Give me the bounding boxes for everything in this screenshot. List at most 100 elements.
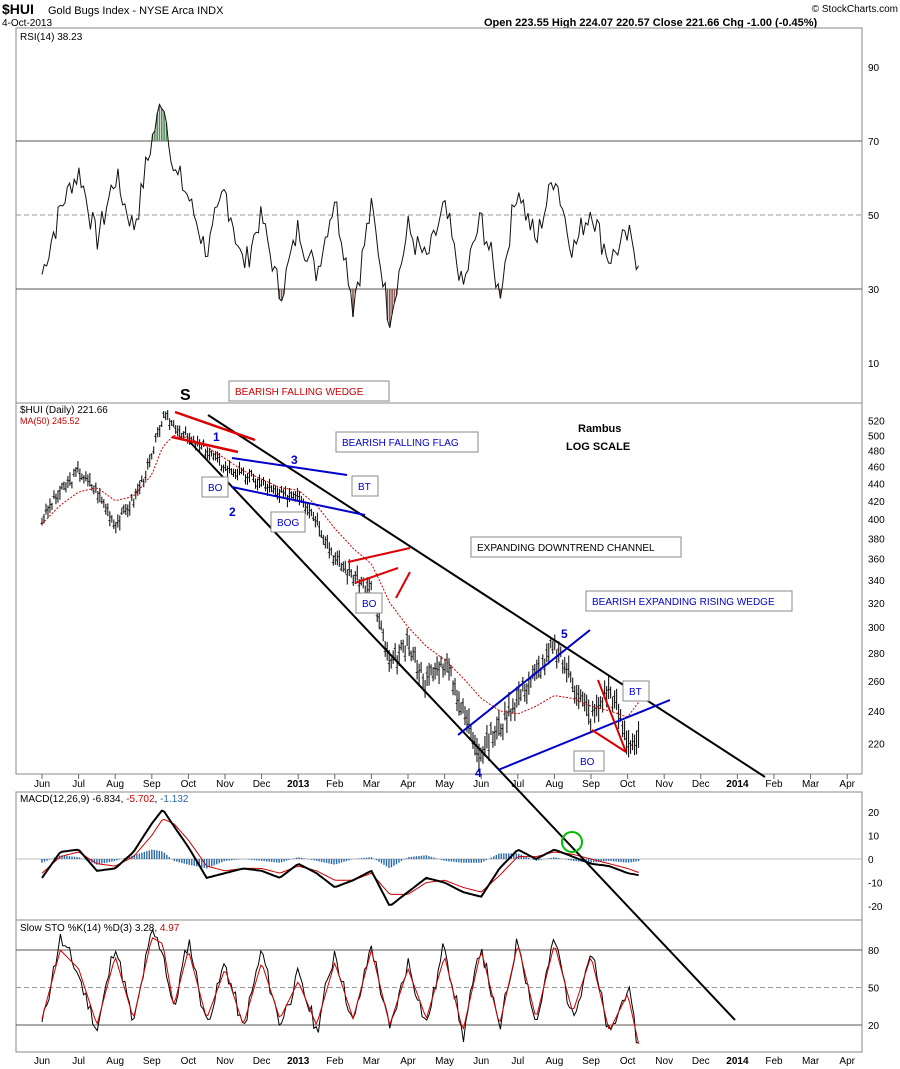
- annotation-bo-1-box: [201, 476, 229, 498]
- month-label: 2013: [287, 779, 310, 790]
- wave-label-2: 2: [229, 505, 236, 519]
- annotation-bt-1: BT: [358, 482, 371, 493]
- month-label: Mar: [802, 1056, 820, 1067]
- wedge-line: [174, 410, 256, 442]
- sto-layer: [16, 928, 862, 1044]
- symbol: $HUI: [2, 1, 34, 17]
- price-tick-label: 320: [868, 599, 885, 610]
- price-tick-label: 360: [868, 555, 885, 566]
- annotation-bt-2: BT: [629, 687, 642, 698]
- rising-wedge-line: [457, 629, 591, 736]
- annotation-bt-1-box: [351, 475, 379, 497]
- wave-label-1: 1: [213, 430, 220, 444]
- annotation-bo-2: BO: [362, 599, 377, 610]
- price-tick-label: 420: [868, 497, 885, 508]
- price-tick-label: 520: [868, 417, 885, 428]
- macd-tick-label: 20: [868, 808, 880, 819]
- annotation-log-scale: LOG SCALE: [566, 441, 630, 453]
- annotation-bog-box: [270, 511, 306, 533]
- month-label: Jul: [72, 1056, 85, 1067]
- macd-tick-label: 0: [868, 855, 874, 866]
- price-panel: [15, 402, 863, 775]
- annotation-falling-wedge-box: [228, 380, 390, 402]
- month-label: 2013: [287, 1056, 310, 1067]
- month-label: Nov: [655, 1056, 673, 1067]
- wave-label-5: 5: [561, 627, 568, 641]
- month-label: Nov: [216, 779, 234, 790]
- month-label: Sep: [143, 779, 161, 790]
- annotation-channel: EXPANDING DOWNTREND CHANNEL: [477, 543, 655, 554]
- flag-line: [231, 457, 348, 476]
- small-flag-line: [395, 571, 411, 599]
- chart-date: 4-Oct-2013: [2, 18, 52, 29]
- annotation-rambus: Rambus: [578, 423, 621, 435]
- price-tick-label: 460: [868, 463, 885, 474]
- annotation-rising-wedge: BEARISH EXPANDING RISING WEDGE: [592, 597, 775, 608]
- rsi-tick-label: 10: [868, 359, 880, 370]
- sto-k-value: 3.28: [135, 923, 155, 934]
- month-label: Sep: [582, 1056, 600, 1067]
- axes-layer: 9070503010520500480460440420400380360340…: [34, 63, 885, 1067]
- sto-d-line: [41, 937, 640, 1044]
- month-label: Dec: [253, 779, 271, 790]
- price-layer: [40, 410, 640, 773]
- rsi-tick-label: 50: [868, 211, 880, 222]
- macd-tick-label: -10: [868, 879, 883, 890]
- wave-label-4: 4: [475, 766, 482, 780]
- sto-tick-label: 50: [868, 984, 880, 995]
- month-label: Jun: [34, 1056, 50, 1067]
- macd-layer: [16, 809, 862, 906]
- price-tick-label: 380: [868, 534, 885, 545]
- rsi-line: [41, 103, 640, 328]
- symbol-name: Gold Bugs Index - NYSE Arca INDX: [48, 5, 224, 17]
- annotation-bo-1: BO: [208, 483, 223, 494]
- small-flag-line: [347, 547, 411, 563]
- channel-upper-line: [207, 414, 766, 778]
- triangle-line: [597, 679, 627, 753]
- annotation-bog: BOG: [277, 518, 299, 529]
- price-tick-label: 240: [868, 707, 885, 718]
- rsi-label: RSI(14) 38.23: [20, 32, 83, 43]
- annotation-falling-wedge: BEARISH FALLING WEDGE: [235, 387, 364, 398]
- annotation-layer: S BEARISH FALLING WEDGE BEARISH FALLING FL…: [171, 380, 793, 1021]
- month-label: Oct: [181, 1056, 197, 1067]
- month-label: Oct: [620, 1056, 636, 1067]
- month-label: Nov: [216, 1056, 234, 1067]
- month-label: Dec: [253, 1056, 271, 1067]
- macd-tick-label: -20: [868, 902, 883, 913]
- price-label: $HUI (Daily) 221.66: [20, 405, 108, 416]
- sto-tick-label: 20: [868, 1021, 880, 1032]
- month-label: May: [435, 779, 454, 790]
- month-label: 2014: [726, 1056, 749, 1067]
- price-tick-label: 400: [868, 515, 885, 526]
- annotation-bo-3: BO: [580, 757, 595, 768]
- month-label: Jul: [511, 779, 524, 790]
- annotation-bo-3-box: [573, 750, 605, 772]
- month-label: Feb: [326, 779, 344, 790]
- rsi-panel: [15, 27, 863, 404]
- price-tick-label: 220: [868, 739, 885, 750]
- macd-crossover-circle: [561, 831, 583, 853]
- channel-lower-line: [187, 439, 736, 1021]
- sto-panel: [15, 919, 863, 1053]
- annotation-channel-box: [470, 536, 682, 558]
- month-label: Jun: [34, 779, 50, 790]
- annotation-bo-2-box: [355, 592, 383, 614]
- price-tick-label: 280: [868, 649, 885, 660]
- month-label: Oct: [620, 779, 636, 790]
- month-label: Apr: [400, 779, 416, 790]
- rsi-tick-label: 90: [868, 63, 880, 74]
- sto-label-prefix: Slow STO %K(14) %D(3): [20, 923, 132, 934]
- sto-d-value: 4.97: [160, 923, 180, 934]
- flag-line: [231, 486, 366, 516]
- rsi-layer: [16, 103, 862, 328]
- month-label: Mar: [363, 1056, 381, 1067]
- ma50-line: [41, 434, 639, 718]
- month-label: Feb: [765, 1056, 783, 1067]
- month-label: Mar: [363, 779, 381, 790]
- macd-label: MACD(12,26,9) -6.834, -5.702, -1.132: [20, 794, 189, 805]
- annotation-s: S: [180, 387, 191, 404]
- month-label: Jun: [473, 1056, 489, 1067]
- wedge-line: [171, 435, 239, 454]
